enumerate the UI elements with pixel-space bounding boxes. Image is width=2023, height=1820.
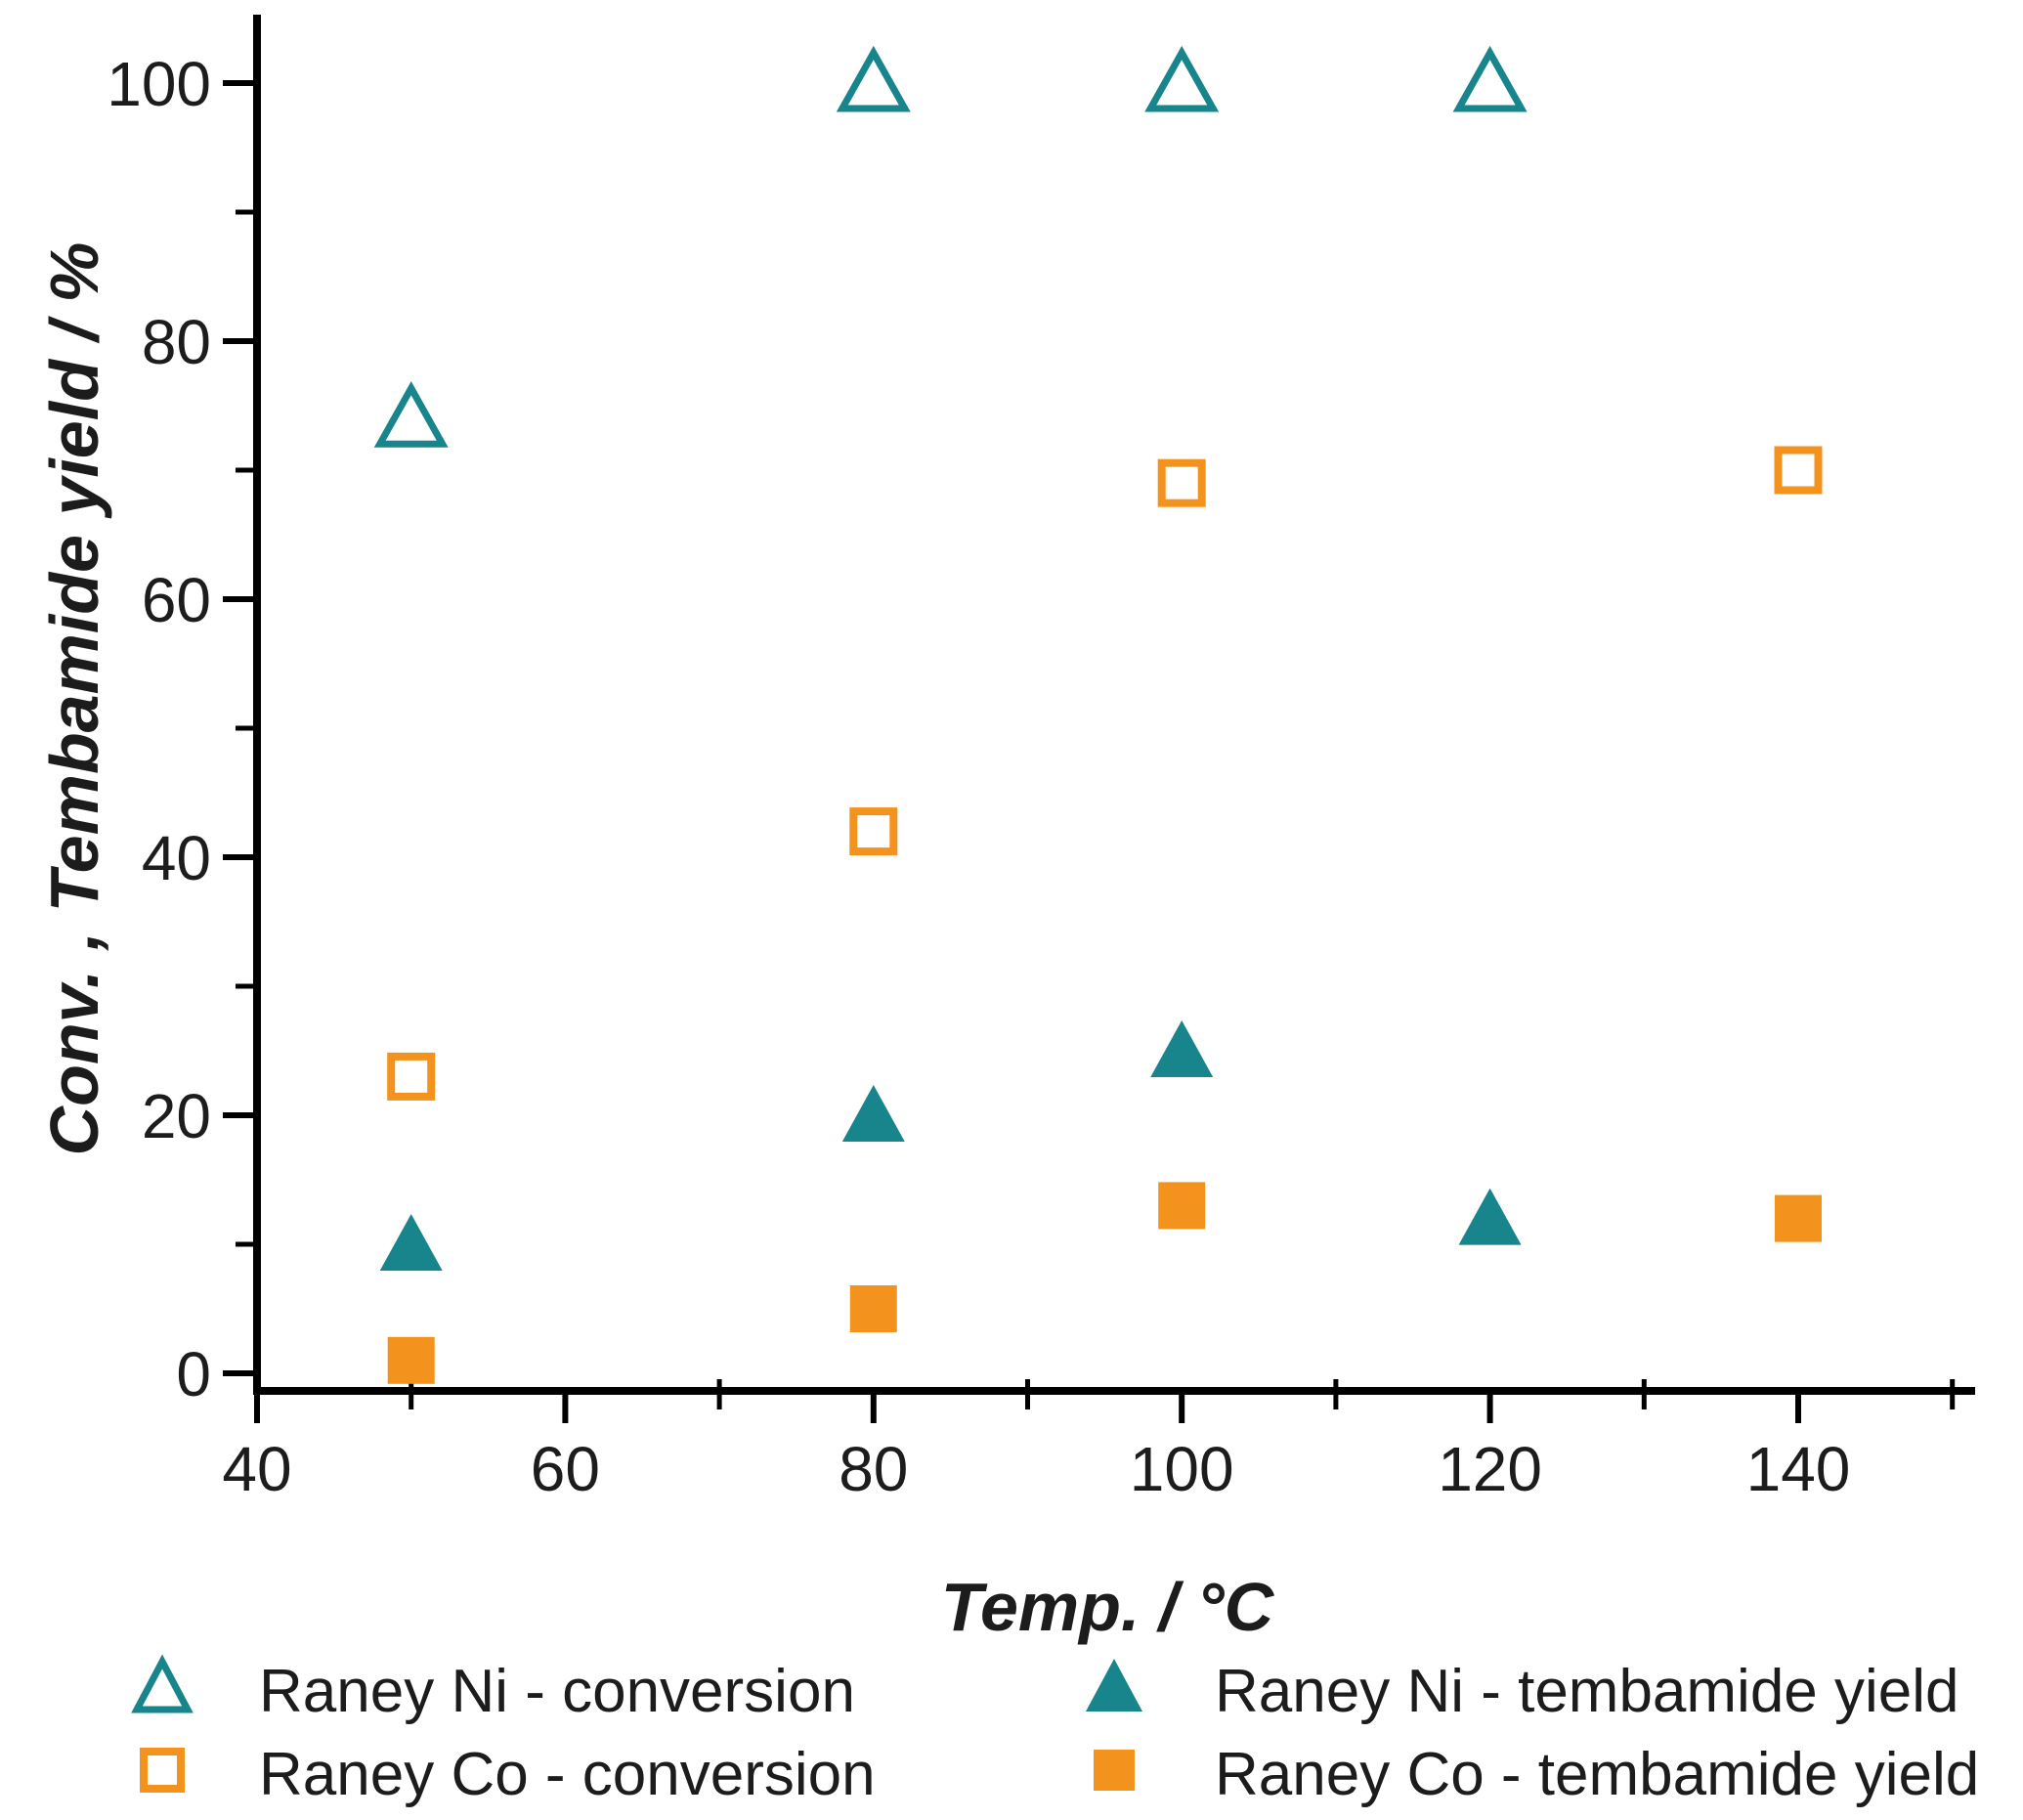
legend-item-raney-co-tembamide-yield: Raney Co - tembamide yield [1094, 1741, 1979, 1808]
legend-label: Raney Co - tembamide yield [1215, 1741, 1979, 1808]
x-tick-label: 80 [839, 1434, 908, 1504]
data-point [373, 381, 449, 448]
legend-label: Raney Co - conversion [259, 1741, 876, 1808]
tick-labels: 40 60 80 100 120 140 0 20 40 60 80 100 [107, 49, 1850, 1504]
data-point [379, 1214, 443, 1271]
data-point [1775, 1194, 1822, 1242]
data-point [1452, 45, 1528, 112]
square-open-icon [140, 1748, 185, 1793]
legend-item-raney-co-conversion: Raney Co - conversion [140, 1741, 876, 1808]
data-point [387, 1336, 435, 1384]
triangle-filled-icon [1086, 1659, 1142, 1712]
legend: Raney Ni - conversion Raney Ni - tembami… [131, 1654, 1979, 1808]
data-point [1144, 45, 1220, 112]
data-point [1774, 446, 1823, 495]
data-point [387, 1052, 436, 1101]
data-point [1458, 1188, 1522, 1245]
legend-item-raney-ni-tembamide-yield: Raney Ni - tembamide yield [1086, 1658, 1959, 1725]
y-tick-label: 100 [107, 49, 211, 119]
data-point [1150, 1020, 1214, 1077]
data-points [373, 45, 1823, 1384]
data-point [841, 1085, 905, 1142]
legend-label: Raney Ni - tembamide yield [1215, 1658, 1959, 1725]
y-tick-label: 20 [142, 1081, 211, 1151]
y-tick-label: 80 [142, 307, 211, 377]
square-filled-icon [1094, 1750, 1135, 1791]
data-point [849, 807, 898, 856]
data-point [849, 1285, 897, 1332]
y-axis-title: Conv. , Tembamide yield / % [36, 242, 112, 1156]
x-tick-label: 100 [1130, 1434, 1234, 1504]
legend-item-raney-ni-conversion: Raney Ni - conversion [131, 1654, 855, 1725]
data-point [836, 45, 911, 112]
data-point [1157, 458, 1206, 507]
y-tick-label: 60 [142, 565, 211, 635]
x-tick-label: 140 [1746, 1434, 1851, 1504]
data-point [1158, 1182, 1206, 1230]
x-tick-label: 60 [531, 1434, 600, 1504]
triangle-open-icon [131, 1654, 194, 1713]
y-tick-label: 40 [142, 823, 211, 893]
legend-label: Raney Ni - conversion [259, 1658, 855, 1725]
y-tick-label: 0 [176, 1339, 211, 1409]
x-tick-label: 40 [222, 1434, 291, 1504]
x-axis-title: Temp. / °C [941, 1569, 1275, 1645]
axes [223, 15, 1975, 1423]
x-tick-label: 120 [1438, 1434, 1542, 1504]
